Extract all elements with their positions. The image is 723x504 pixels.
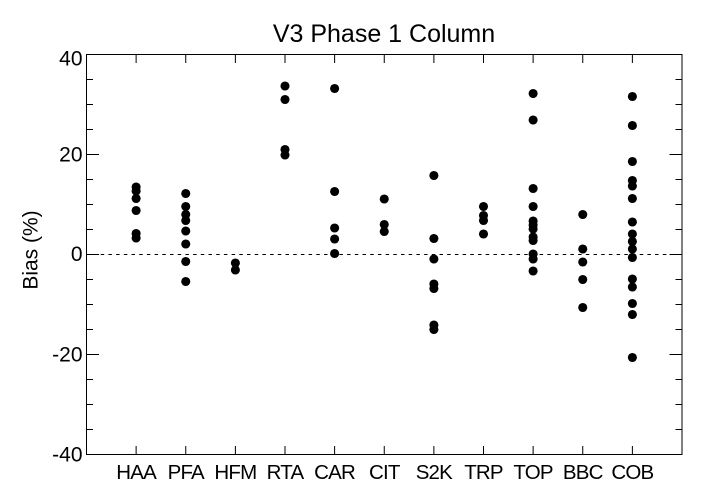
svg-text:20: 20 (59, 144, 82, 167)
svg-text:CIT: CIT (369, 461, 401, 484)
svg-text:HAA: HAA (116, 461, 157, 484)
svg-text:TOP: TOP (513, 461, 552, 484)
svg-text:40: 40 (59, 48, 82, 71)
svg-text:BBC: BBC (563, 461, 604, 484)
svg-text:TRP: TRP (464, 461, 503, 484)
svg-text:-40: -40 (52, 444, 82, 467)
svg-text:PFA: PFA (168, 461, 205, 484)
svg-text:COB: COB (611, 461, 653, 484)
svg-text:RTA: RTA (267, 461, 305, 484)
svg-text:S2K: S2K (416, 461, 453, 484)
svg-text:V3 Phase 1 Column: V3 Phase 1 Column (273, 20, 495, 48)
svg-text:0: 0 (71, 243, 83, 266)
svg-text:HFM: HFM (214, 461, 256, 484)
svg-text:CAR: CAR (314, 461, 355, 484)
svg-text:Bias (%): Bias (%) (20, 210, 43, 289)
svg-text:-20: -20 (52, 344, 82, 367)
